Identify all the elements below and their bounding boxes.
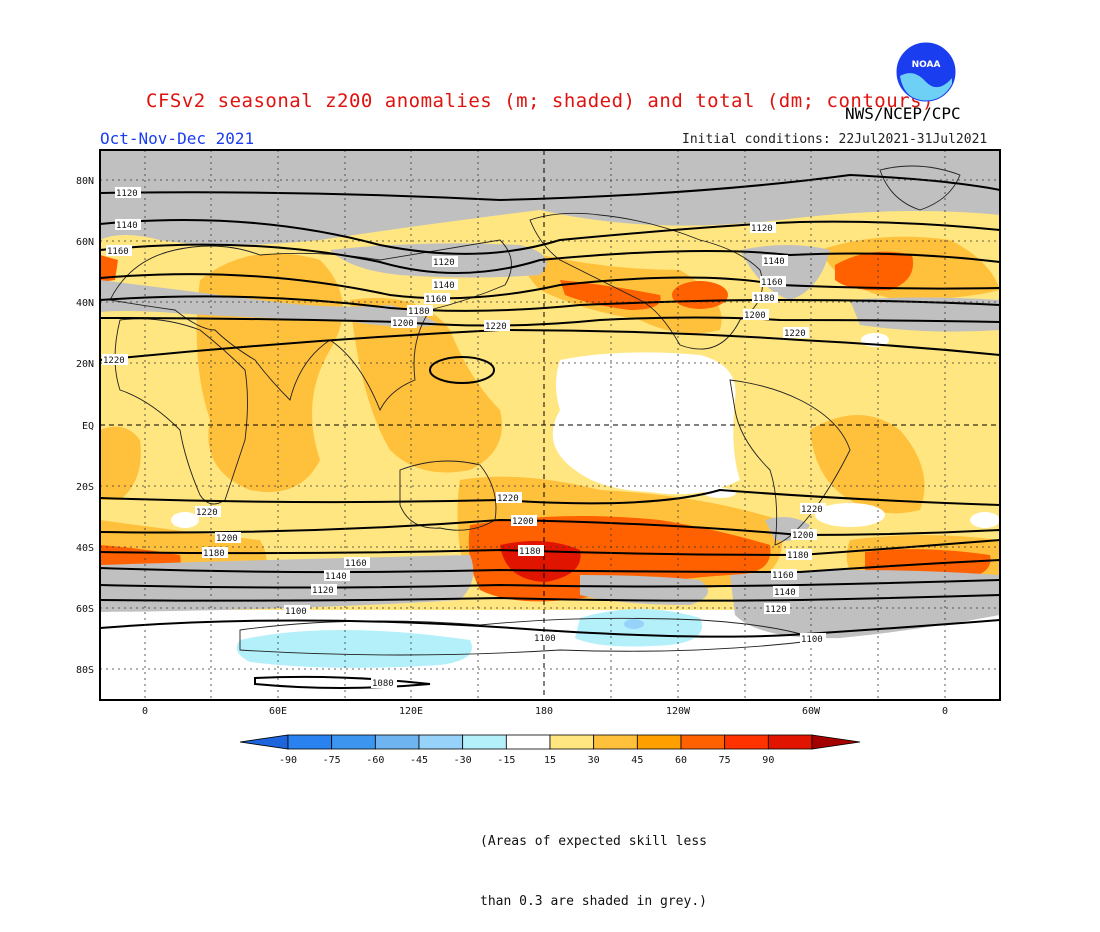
map-frame bbox=[99, 149, 1001, 701]
lon-label-0-east: 0 bbox=[942, 706, 948, 717]
lat-label-60n: 60N bbox=[76, 237, 94, 248]
lon-label-60w: 60W bbox=[802, 706, 821, 717]
graticule bbox=[100, 150, 1000, 700]
legend-swatch bbox=[287, 734, 333, 750]
contour-label-1160: 1160 bbox=[761, 278, 783, 288]
skill-note: (Areas of expected skill less than 0.3 a… bbox=[480, 792, 707, 932]
contour-label-1220: 1220 bbox=[485, 322, 507, 332]
legend-tick-label: 45 bbox=[631, 755, 643, 766]
contour-label-1200: 1200 bbox=[512, 517, 534, 527]
legend-arrow-low bbox=[239, 734, 289, 750]
legend-arrow-high bbox=[811, 734, 861, 750]
contour-label-1200: 1200 bbox=[792, 531, 814, 541]
latitude-labels: 80N 60N 40N 20N EQ 20S 40S 60S 80S bbox=[76, 176, 94, 676]
legend-swatch bbox=[593, 734, 638, 750]
lat-label-40n: 40N bbox=[76, 298, 94, 309]
lat-label-60s: 60S bbox=[76, 604, 94, 615]
contour-label-1120: 1120 bbox=[765, 605, 787, 615]
longitude-labels: 0 60E 120E 180 120W 60W 0 bbox=[142, 706, 948, 717]
contour-label-1220: 1220 bbox=[784, 329, 806, 339]
contour-label-1220: 1220 bbox=[103, 356, 125, 366]
contour-label-1220: 1220 bbox=[801, 505, 823, 515]
contour-label-1120: 1120 bbox=[433, 258, 455, 268]
skill-note-line-2: than 0.3 are shaded in grey.) bbox=[480, 894, 707, 909]
forecast-map: 1120 1140 1160 1120 1140 1160 1180 1200 … bbox=[76, 149, 1001, 766]
contour-label-1180: 1180 bbox=[519, 547, 541, 557]
legend-tick-label: -30 bbox=[454, 755, 472, 766]
lat-label-80s: 80S bbox=[76, 665, 94, 676]
contour-label-1100: 1100 bbox=[534, 634, 556, 644]
chart-title: CFSv2 seasonal z200 anomalies (m; shaded… bbox=[146, 90, 934, 112]
contour-label-1220: 1220 bbox=[497, 494, 519, 504]
contour-labels: 1120 1140 1160 1120 1140 1160 1180 1200 … bbox=[102, 187, 826, 689]
coastlines bbox=[109, 165, 961, 656]
contour-label-1120: 1120 bbox=[116, 189, 138, 199]
height-contours bbox=[100, 173, 1000, 689]
contour-label-1140: 1140 bbox=[325, 572, 347, 582]
legend-tick-label: -45 bbox=[410, 755, 428, 766]
legend-tick-label: -75 bbox=[323, 755, 341, 766]
legend-tick-label: 15 bbox=[544, 755, 556, 766]
contour-label-1100: 1100 bbox=[801, 635, 823, 645]
contour-label-1180: 1180 bbox=[787, 551, 809, 561]
legend-swatch bbox=[462, 734, 507, 750]
contour-label-1180: 1180 bbox=[203, 549, 225, 559]
legend-swatch bbox=[767, 734, 813, 750]
contour-label-1140: 1140 bbox=[774, 588, 796, 598]
legend-tick-label: 90 bbox=[762, 755, 774, 766]
legend-swatch bbox=[549, 734, 595, 750]
agency-label: NWS/NCEP/CPC bbox=[845, 104, 961, 123]
initial-conditions-label: Initial conditions: 22Jul2021-31Jul2021 bbox=[682, 132, 988, 147]
contour-label-1200: 1200 bbox=[392, 319, 414, 329]
lon-label-60e: 60E bbox=[269, 706, 287, 717]
contour-label-1160: 1160 bbox=[107, 247, 129, 257]
legend-swatch bbox=[505, 734, 551, 750]
noaa-logo-text: NOAA bbox=[912, 60, 941, 70]
contour-label-1200: 1200 bbox=[216, 534, 238, 544]
contour-label-1140: 1140 bbox=[763, 257, 785, 267]
lat-label-80n: 80N bbox=[76, 176, 94, 187]
legend-swatch bbox=[724, 734, 769, 750]
legend-tick-label: 75 bbox=[719, 755, 731, 766]
contour-label-1200: 1200 bbox=[744, 311, 766, 321]
contour-label-1120: 1120 bbox=[312, 586, 334, 596]
contour-label-1160: 1160 bbox=[345, 559, 367, 569]
legend-tick-label: 30 bbox=[588, 755, 600, 766]
noaa-logo: NOAA bbox=[896, 42, 956, 102]
legend-tick-label: -15 bbox=[497, 755, 515, 766]
legend-tick-label: 60 bbox=[675, 755, 687, 766]
legend-swatch bbox=[374, 734, 420, 750]
legend-swatch bbox=[636, 734, 682, 750]
lat-label-20n: 20N bbox=[76, 359, 94, 370]
lat-label-20s: 20S bbox=[76, 482, 94, 493]
skill-note-line-1: (Areas of expected skill less bbox=[480, 834, 707, 849]
contour-label-1080: 1080 bbox=[372, 679, 394, 689]
lat-label-eq: EQ bbox=[82, 421, 94, 432]
legend-tick-label: -90 bbox=[279, 755, 297, 766]
lon-label-180: 180 bbox=[535, 706, 553, 717]
legend-swatch bbox=[418, 734, 464, 750]
lat-label-40s: 40S bbox=[76, 543, 94, 554]
contour-label-1160: 1160 bbox=[425, 295, 447, 305]
contour-label-1180: 1180 bbox=[408, 307, 430, 317]
contour-label-1140: 1140 bbox=[433, 281, 455, 291]
contour-label-1180: 1180 bbox=[753, 294, 775, 304]
reference-lines bbox=[100, 150, 1000, 700]
contour-label-1220: 1220 bbox=[196, 508, 218, 518]
contour-label-1160: 1160 bbox=[772, 571, 794, 581]
color-legend: -90 -75 -60 -45 -30 -15 15 30 45 60 75 90 bbox=[239, 734, 861, 766]
lon-label-120w: 120W bbox=[666, 706, 691, 717]
legend-swatch bbox=[680, 734, 726, 750]
season-label: Oct-Nov-Dec 2021 bbox=[100, 129, 255, 148]
lon-label-120e: 120E bbox=[399, 706, 423, 717]
contour-label-1140: 1140 bbox=[116, 221, 138, 231]
legend-tick-label: -60 bbox=[366, 755, 384, 766]
lon-label-0: 0 bbox=[142, 706, 148, 717]
legend-swatch bbox=[331, 734, 376, 750]
contour-label-1100: 1100 bbox=[285, 607, 307, 617]
contour-label-1120: 1120 bbox=[751, 224, 773, 234]
